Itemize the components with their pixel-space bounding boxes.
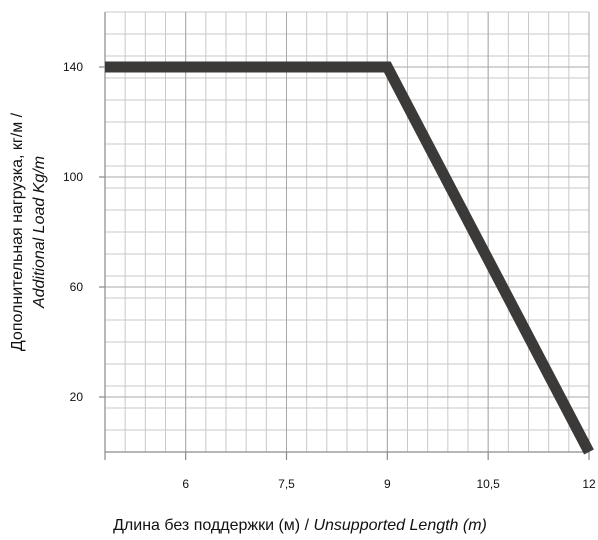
x-axis-title-regular: Длина без поддержки (м) / (113, 517, 313, 534)
x-tick-label: 12 (582, 477, 596, 491)
grid-lines (104, 11, 590, 453)
x-tick-label: 7,5 (278, 477, 295, 491)
y-axis-title-line2: Additional Load Kg/m (31, 156, 48, 309)
x-tick-label: 9 (384, 477, 391, 491)
tick-labels: 6 7,5 9 10,5 12 20 60 100 140 (63, 60, 596, 491)
y-tick-label: 60 (70, 280, 84, 294)
axes (99, 12, 590, 460)
x-axis-title: Длина без поддержки (м) / Unsupported Le… (113, 517, 487, 534)
x-tick-label: 6 (182, 477, 189, 491)
series-layer (104, 61, 594, 455)
x-axis-title-italic: Unsupported Length (m) (313, 517, 486, 534)
y-axis-title-line1: Дополнительная нагрузка, кг/м / (9, 112, 26, 351)
y-tick-label: 20 (70, 390, 84, 404)
y-tick-label: 140 (63, 60, 83, 74)
y-tick-label: 100 (63, 170, 83, 184)
x-tick-label: 10,5 (476, 477, 500, 491)
